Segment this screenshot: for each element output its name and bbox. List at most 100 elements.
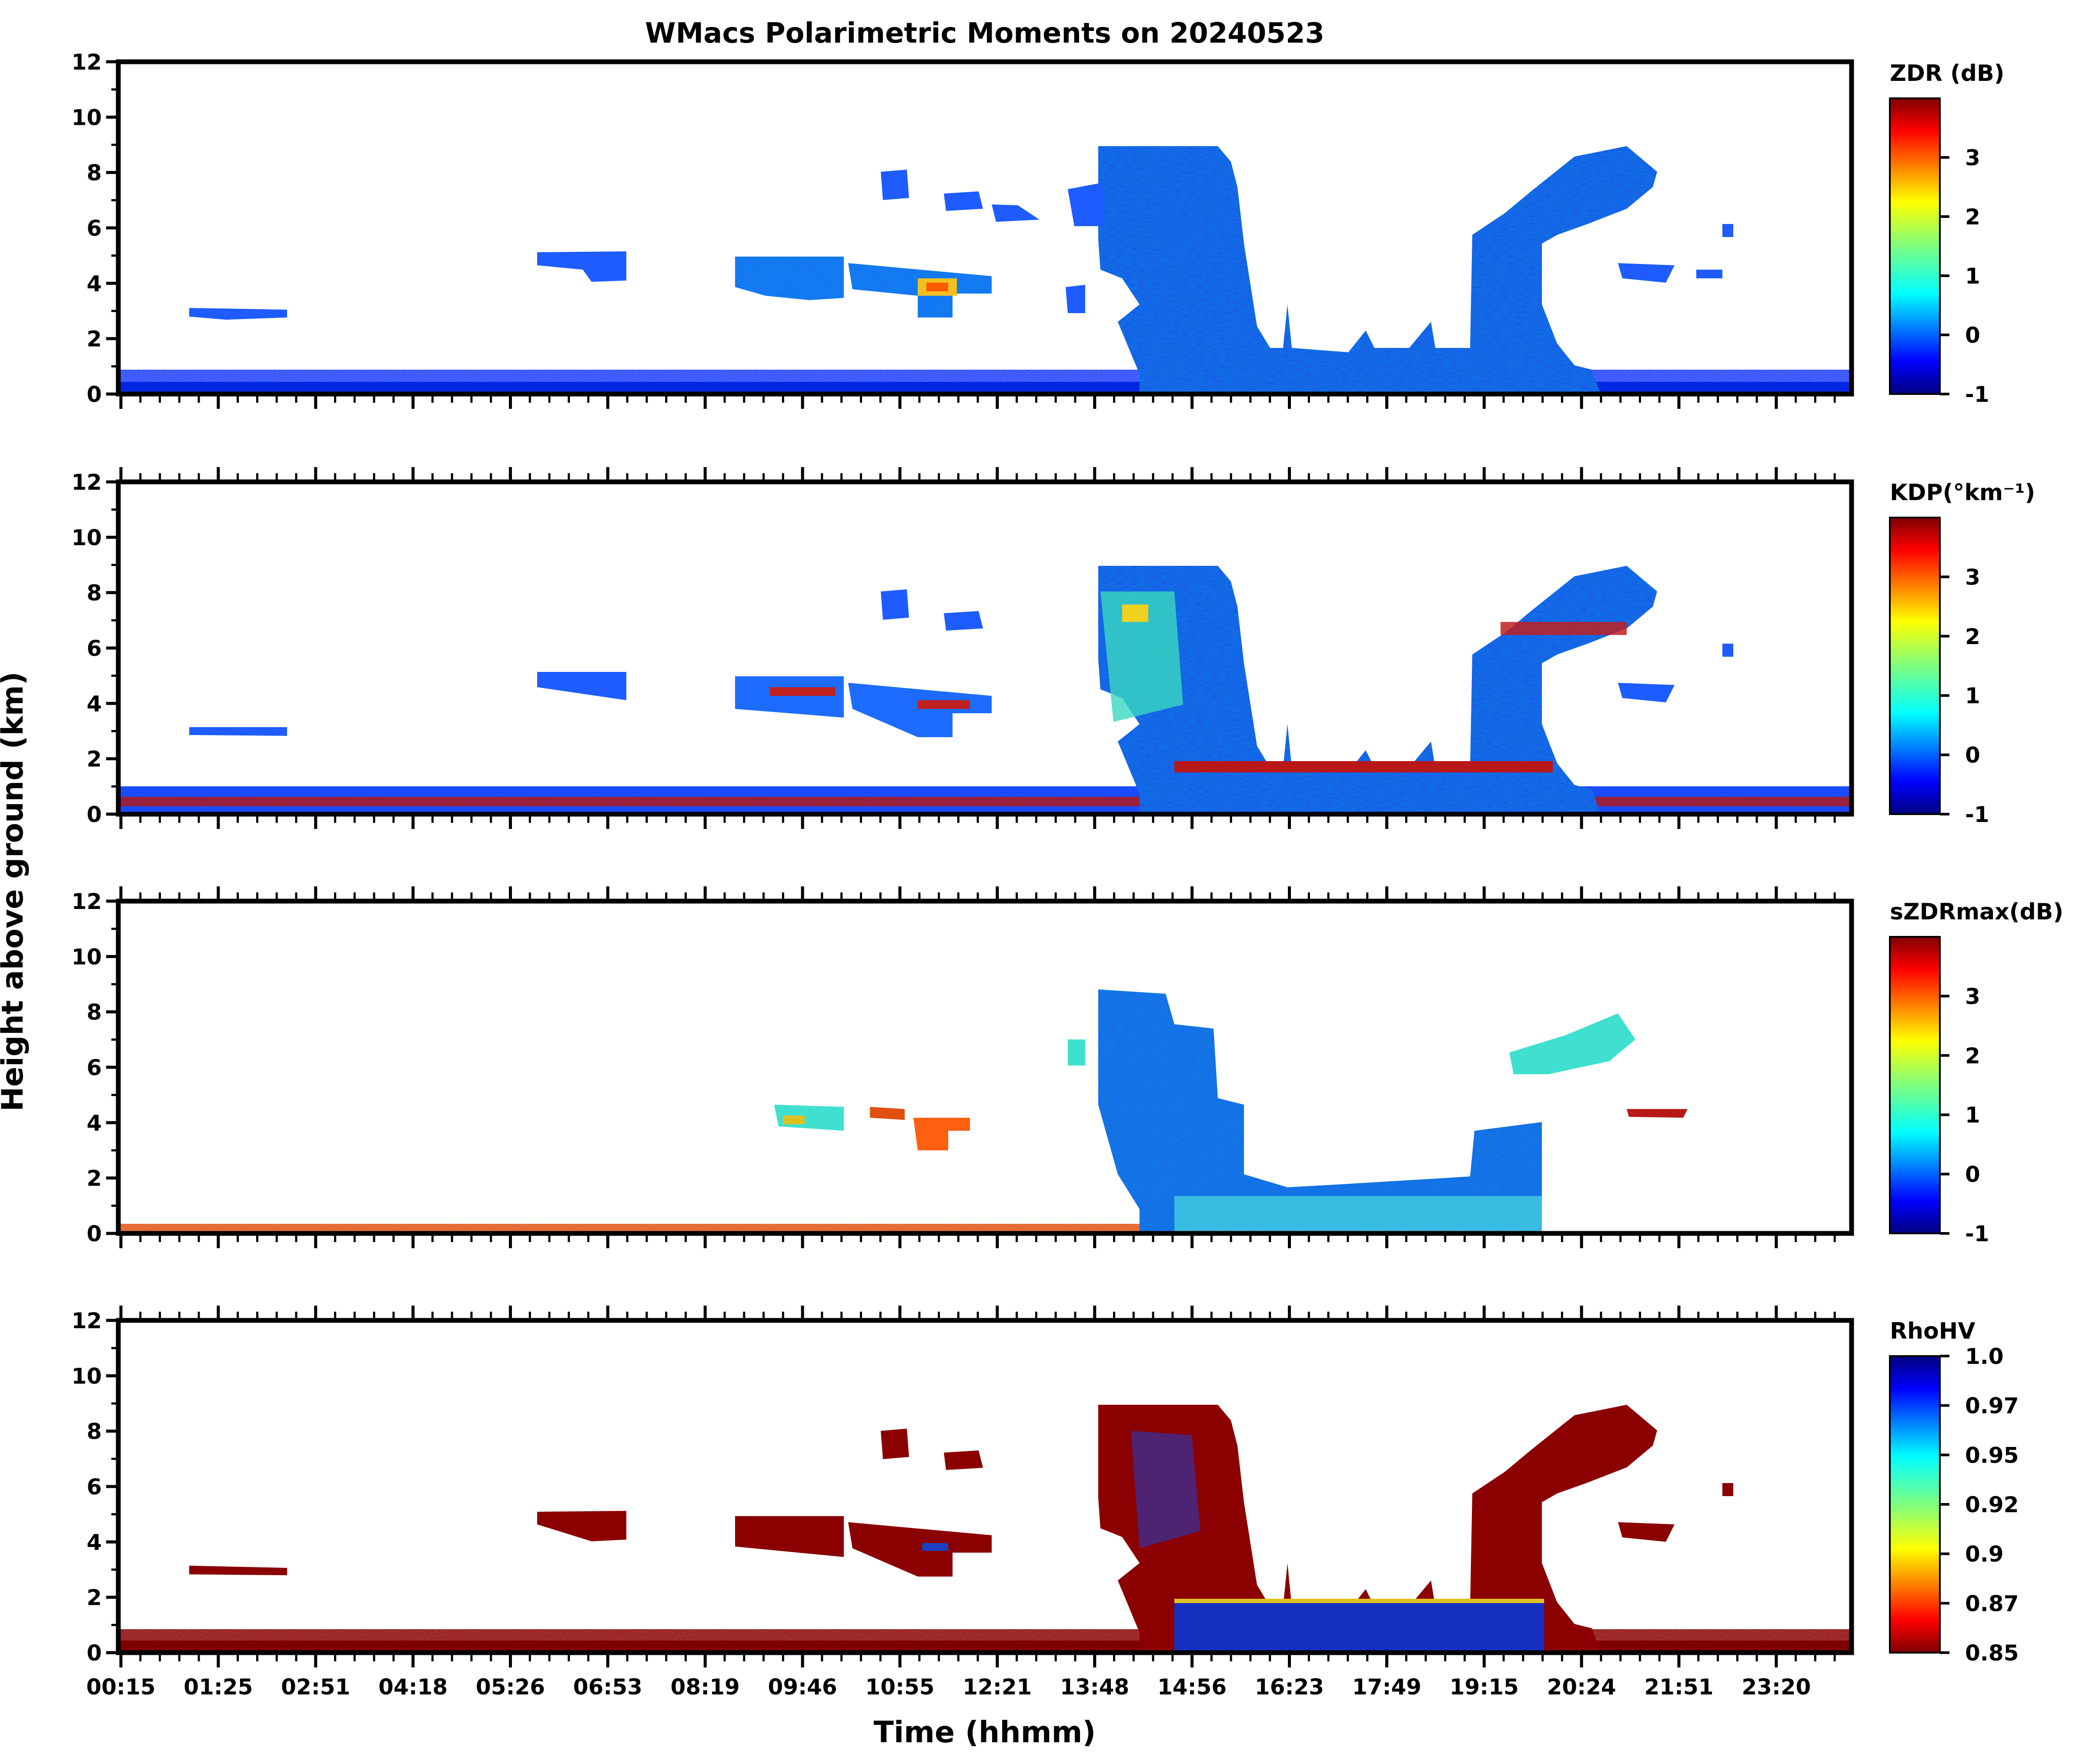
kdp-convective-core — [1098, 566, 1657, 814]
kdp-cloud-7km — [944, 611, 983, 631]
rhohv-convective-core — [1098, 1405, 1657, 1653]
szdrmax-axes-frame — [116, 899, 1854, 1236]
xtick-label: 17:49 — [1352, 1674, 1421, 1700]
zdr-cloud-6-5km — [992, 204, 1040, 222]
zdr-cloud-late-2 — [1696, 270, 1722, 278]
zdr-ytick-label: 10 — [71, 105, 102, 130]
zdr-ytick-label: 6 — [87, 216, 102, 241]
kdp-colorbar-ticks: -1 0 1 2 3 — [1940, 565, 1989, 827]
zdr-anvil-left — [1068, 183, 1105, 226]
szdrmax-cloud-late-red — [1627, 1109, 1688, 1118]
rhohv-cloud-late-3 — [1722, 1483, 1733, 1496]
kdp-cloud-late-3 — [1722, 644, 1733, 657]
xtick-label: 02:51 — [281, 1674, 350, 1700]
rhohv-ytick-label: 8 — [87, 1419, 102, 1444]
rhohv-colorbar-tick-label: 1.0 — [1965, 1344, 2004, 1369]
kdp-cloud-4km-b — [848, 683, 992, 737]
zdr-ytick-label: 2 — [87, 327, 102, 352]
kdp-ytick-label: 6 — [87, 636, 102, 661]
szdrmax-colorbar-label: sZDRmax(dB) — [1890, 899, 2063, 925]
kdp-cloud-5km — [537, 672, 626, 700]
rhohv-colorbar-tick-label: 0.95 — [1965, 1443, 2019, 1468]
xtick-label: 04:18 — [378, 1674, 448, 1700]
rhohv-colorbar-strip — [1889, 1355, 1941, 1654]
szdrmax-yticks: 0 2 4 6 8 10 12 — [71, 889, 118, 1246]
zdr-cell-low-left — [1066, 285, 1085, 313]
xtick-label: 12:21 — [963, 1674, 1032, 1700]
rhohv-colorbar-ticks: 0.85 0.87 0.9 0.92 0.95 0.97 1.0 — [1940, 1344, 2019, 1666]
zdr-yticks: 0 2 4 6 8 10 12 — [71, 50, 118, 407]
szdrmax-colorbar-tick-label: 1 — [1965, 1102, 1980, 1128]
kdp-melting-layer — [1174, 761, 1553, 772]
zdr-colorbar-ticks: -1 0 1 2 3 — [1940, 145, 1989, 407]
zdr-colorbar-tick-label: 1 — [1965, 264, 1980, 289]
zdr-cloud-early — [189, 308, 287, 320]
rhohv-cloud-early — [189, 1566, 287, 1575]
zdr-ytick-label: 12 — [71, 50, 102, 75]
kdp-band-4km-b — [918, 700, 970, 709]
szdrmax-colorbar-tick-label: 2 — [1965, 1043, 1980, 1069]
kdp-ytick-label: 8 — [87, 581, 102, 606]
szdrmax-convective-core — [1098, 989, 1542, 1233]
rhohv-xticks: 00:15 01:25 02:51 04:18 05:26 06:53 08:19 09:46… — [86, 1306, 1836, 1700]
rhohv-colorbar-tick-label: 0.87 — [1965, 1591, 2019, 1616]
rhohv-colorbar: 0.85 0.87 0.9 0.92 0.95 0.97 1.0 RhoHV — [1889, 1318, 2019, 1666]
szdrmax-ytick-label: 10 — [71, 944, 102, 969]
xtick-label: 01:25 — [184, 1674, 253, 1700]
rhohv-ytick-label: 10 — [71, 1363, 102, 1389]
rhohv-cloud-4km-b — [848, 1522, 992, 1577]
szdrmax-ytick-label: 12 — [71, 889, 102, 914]
rhohv-ytick-label: 4 — [87, 1530, 102, 1555]
rhohv-colorbar-tick-label: 0.92 — [1965, 1492, 2019, 1517]
panel-rhohv: 0 2 4 6 8 10 12 00:15 01:25 02:51 04:18 05:26 06:53… — [71, 1306, 2019, 1700]
zdr-cloud-4km-a — [735, 257, 844, 300]
szdrmax-hotspot — [913, 1118, 970, 1150]
kdp-ytick-label: 0 — [87, 802, 102, 827]
zdr-colorbar-tick-label: 2 — [1965, 204, 1980, 230]
rhohv-cloud-4km-a — [735, 1516, 844, 1557]
rhohv-yticks: 0 2 4 6 8 10 12 — [71, 1308, 118, 1666]
szdrmax-yellow-1 — [783, 1116, 805, 1124]
zdr-colorbar-label: ZDR (dB) — [1890, 60, 2004, 87]
zdr-ytick-label: 0 — [87, 382, 102, 407]
szdrmax-colorbar-tick-label: -1 — [1965, 1221, 1989, 1246]
kdp-colorbar-tick-label: 1 — [1965, 683, 1980, 708]
zdr-ytick-label: 8 — [87, 160, 102, 186]
kdp-ytick-label: 12 — [71, 470, 102, 495]
zdr-echoes — [118, 146, 1852, 394]
zdr-colorbar-tick-label: 3 — [1965, 145, 1980, 170]
szdrmax-ytick-label: 0 — [87, 1221, 102, 1246]
zdr-xticks — [119, 394, 1836, 409]
zdr-cloud-7km — [944, 191, 983, 211]
xtick-label: 20:24 — [1547, 1674, 1616, 1700]
kdp-colorbar-tick-label: 0 — [1965, 743, 1980, 768]
zdr-cloud-5km — [537, 251, 626, 282]
rhohv-colorbar-tick-label: 0.85 — [1965, 1640, 2019, 1666]
szdrmax-colorbar-strip — [1889, 936, 1941, 1234]
kdp-core-green — [1100, 591, 1183, 722]
rhohv-melting-blue — [1174, 1603, 1544, 1653]
kdp-echoes — [118, 566, 1852, 814]
xtick-label: 08:19 — [671, 1674, 740, 1700]
x-axis-label: Time (hhmm) — [873, 1715, 1096, 1750]
kdp-colorbar: -1 0 1 2 3 KDP(°km⁻¹) — [1889, 480, 2035, 827]
szdrmax-xticks — [119, 886, 1836, 1248]
szdrmax-low-layer — [1174, 1196, 1542, 1233]
szdrmax-cloud-late — [1509, 1013, 1635, 1074]
rhohv-colorbar-tick-label: 0.97 — [1965, 1393, 2019, 1419]
rhohv-cloud-8km — [881, 1429, 909, 1459]
xtick-label: 00:15 — [86, 1674, 155, 1700]
rhohv-colorbar-tick-label: 0.9 — [1965, 1542, 2004, 1567]
kdp-ytick-label: 10 — [71, 525, 102, 550]
kdp-cloud-early — [189, 727, 287, 736]
xtick-label: 10:55 — [865, 1674, 934, 1700]
kdp-yticks: 0 2 4 6 8 10 12 — [71, 470, 118, 827]
kdp-colorbar-tick-label: 2 — [1965, 624, 1980, 649]
kdp-band-4km-a — [770, 687, 835, 696]
figure-title: WMacs Polarimetric Moments on 20240523 — [645, 17, 1324, 50]
kdp-ytick-label: 2 — [87, 747, 102, 772]
xtick-label: 05:26 — [476, 1674, 545, 1700]
kdp-cloud-8km — [881, 589, 909, 620]
